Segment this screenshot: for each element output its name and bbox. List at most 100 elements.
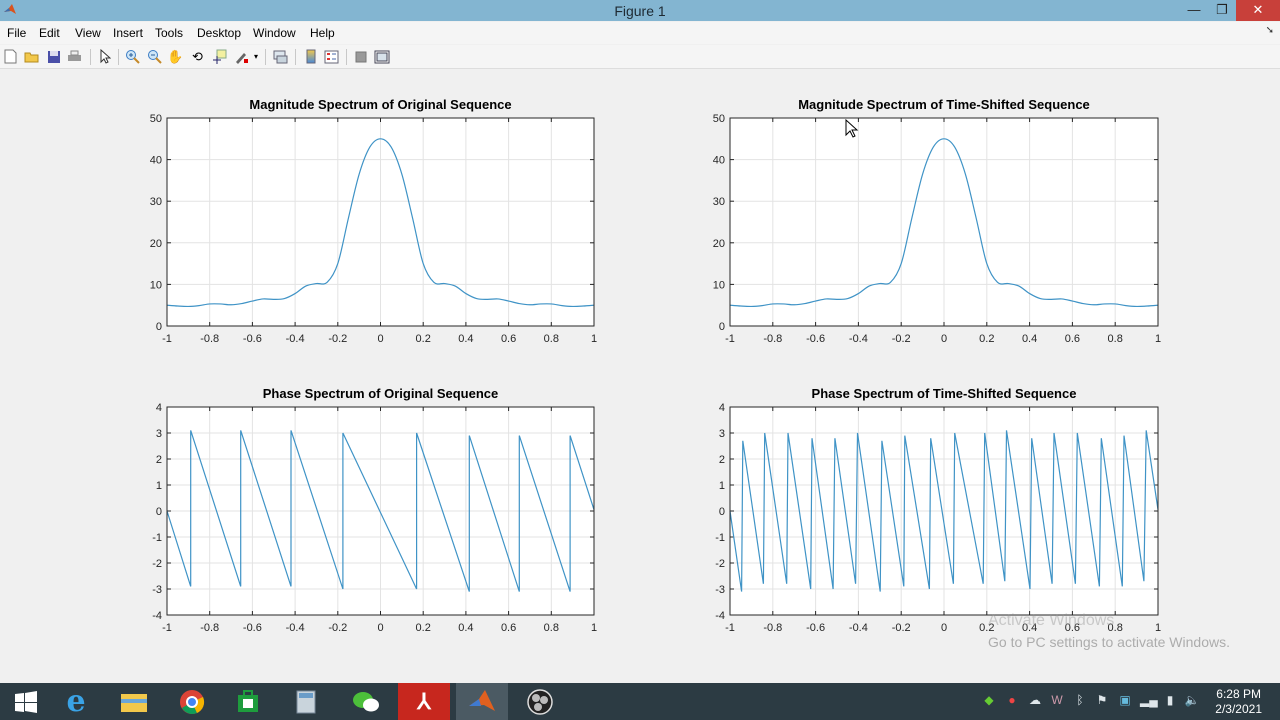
axes-box: [166, 117, 595, 327]
y-tick-label: -1: [715, 532, 725, 544]
signal-tray-icon[interactable]: ▂▄: [1140, 693, 1158, 707]
chart-title: Phase Spectrum of Original Sequence: [263, 386, 499, 401]
save-icon[interactable]: [45, 48, 62, 65]
rotate-3d-icon[interactable]: ⟲: [192, 48, 203, 64]
y-tick-label: 0: [719, 321, 725, 333]
colorbar-icon[interactable]: [302, 48, 319, 65]
action-center-flag-icon[interactable]: ⚑: [1096, 693, 1108, 707]
x-tick-label: -0.8: [763, 622, 782, 634]
zoom-in-icon[interactable]: [124, 48, 141, 65]
y-tick-label: -3: [715, 584, 725, 596]
x-tick-label: 0.2: [416, 622, 431, 634]
new-figure-icon[interactable]: [2, 48, 19, 65]
x-tick-label: 0.4: [458, 333, 473, 345]
x-tick-label: 0.2: [979, 622, 994, 634]
y-tick-label: 40: [713, 155, 725, 167]
y-tick-label: -3: [152, 584, 162, 596]
y-tick-label: 10: [150, 279, 162, 291]
menu-file[interactable]: File: [7, 26, 27, 40]
start-button[interactable]: [0, 683, 52, 720]
volume-tray-icon[interactable]: 🔈: [1184, 693, 1200, 707]
y-tick-label: -4: [715, 610, 725, 622]
legend-icon[interactable]: [323, 48, 340, 65]
taskbar-wechat[interactable]: [340, 683, 392, 720]
hide-plot-tools-icon[interactable]: [352, 48, 369, 65]
y-tick-label: 3: [156, 428, 162, 440]
link-plot-icon[interactable]: [272, 48, 289, 65]
x-tick-label: -0.6: [806, 333, 825, 345]
y-tick-label: 0: [719, 506, 725, 518]
taskbar-calculator[interactable]: [280, 683, 332, 720]
x-tick-label: 0.2: [416, 333, 431, 345]
obs-icon: [527, 688, 553, 715]
activate-windows-watermark: Activate Windows: [988, 612, 1115, 629]
toolbar-divider: [295, 49, 296, 65]
pan-hand-icon[interactable]: ✋: [167, 48, 184, 64]
axes-3: -1 -0.8 -0.6 -0.4 -0.2 0 0.2 0.4 0.6 0.8 1 -4 -3 -2 -1…: [152, 386, 597, 634]
taskbar-chrome[interactable]: [166, 683, 218, 720]
menu-desktop[interactable]: Desktop: [197, 26, 242, 40]
y-tick-label: 50: [713, 113, 725, 125]
obs-tray-icon[interactable]: ●: [1008, 693, 1016, 707]
zoom-out-icon[interactable]: [146, 48, 163, 65]
edit-plot-arrow-icon[interactable]: [96, 48, 113, 65]
x-tick-label: 0: [377, 333, 383, 345]
x-tick-label: 0.4: [458, 622, 473, 634]
x-tick-label: -0.2: [328, 333, 347, 345]
series-line: [729, 430, 1159, 592]
taskbar-obs[interactable]: [514, 683, 566, 720]
acrobat-icon: ⅄: [417, 688, 431, 714]
brush-dropdown-icon[interactable]: ▾: [253, 52, 258, 61]
x-tick-label: 0: [941, 333, 947, 345]
x-tick-label: -0.8: [200, 622, 219, 634]
x-tick-label: -0.2: [328, 622, 347, 634]
data-cursor-icon[interactable]: [211, 48, 228, 65]
x-tick-label: 0: [377, 622, 383, 634]
clock[interactable]: 6:28 PM 2/3/2021: [1215, 687, 1262, 717]
menu-window[interactable]: Window: [253, 26, 296, 40]
word-tray-icon[interactable]: W: [1051, 693, 1063, 707]
bluetooth-tray-icon[interactable]: ᛒ: [1076, 693, 1084, 707]
y-tick-label: 40: [150, 155, 162, 167]
open-file-icon[interactable]: [23, 48, 40, 65]
x-tick-label: 0: [941, 622, 947, 634]
taskbar-matlab[interactable]: [456, 683, 508, 720]
window-title: Figure 1: [614, 3, 666, 19]
brush-icon[interactable]: [233, 48, 250, 65]
x-tick-label: 0.6: [1065, 333, 1080, 345]
taskbar-acrobat[interactable]: ⅄: [398, 683, 450, 720]
x-tick-label: 0.8: [1108, 333, 1123, 345]
cloud-tray-icon[interactable]: ☁: [1029, 693, 1041, 707]
x-tick-label: -0.8: [763, 333, 782, 345]
series-line: [729, 138, 1159, 308]
x-tick-label: 1: [1155, 622, 1161, 634]
x-tick-label: -0.2: [892, 333, 911, 345]
menu-insert[interactable]: Insert: [113, 26, 144, 40]
y-tick-label: 30: [150, 196, 162, 208]
taskbar-store[interactable]: [222, 683, 274, 720]
print-icon[interactable]: [66, 48, 83, 65]
close-button[interactable]: ✕: [1236, 0, 1280, 21]
internet-explorer-icon: e: [66, 684, 86, 719]
app-tray-icon[interactable]: ▣: [1119, 693, 1131, 707]
show-plot-tools-icon[interactable]: [373, 48, 390, 65]
x-tick-label: -1: [725, 333, 735, 345]
x-tick-label: -0.4: [849, 622, 868, 634]
menu-edit[interactable]: Edit: [39, 26, 60, 40]
toolbar-divider: [265, 49, 266, 65]
dock-arrow-icon[interactable]: ➘: [1265, 25, 1274, 36]
battery-tray-icon[interactable]: ▮: [1166, 693, 1174, 707]
y-tick-label: -2: [715, 558, 725, 570]
y-tick-label: -1: [152, 532, 162, 544]
menu-tools[interactable]: Tools: [155, 26, 184, 40]
mouse-cursor-icon: [845, 119, 859, 138]
x-tick-label: 0.4: [1022, 333, 1037, 345]
taskbar-file-explorer[interactable]: [108, 683, 160, 720]
restore-button[interactable]: ❐: [1216, 2, 1228, 17]
menu-help[interactable]: Help: [310, 26, 335, 40]
network-app-tray-icon[interactable]: ◆: [984, 693, 994, 707]
minimize-button[interactable]: —: [1187, 2, 1201, 17]
menu-view[interactable]: View: [75, 26, 101, 40]
axes-1: -1 -0.8 -0.6 -0.4 -0.2 0 0.2 0.4 0.6 0.8 101020304…: [150, 97, 597, 345]
taskbar-internet-explorer[interactable]: e: [50, 683, 102, 720]
